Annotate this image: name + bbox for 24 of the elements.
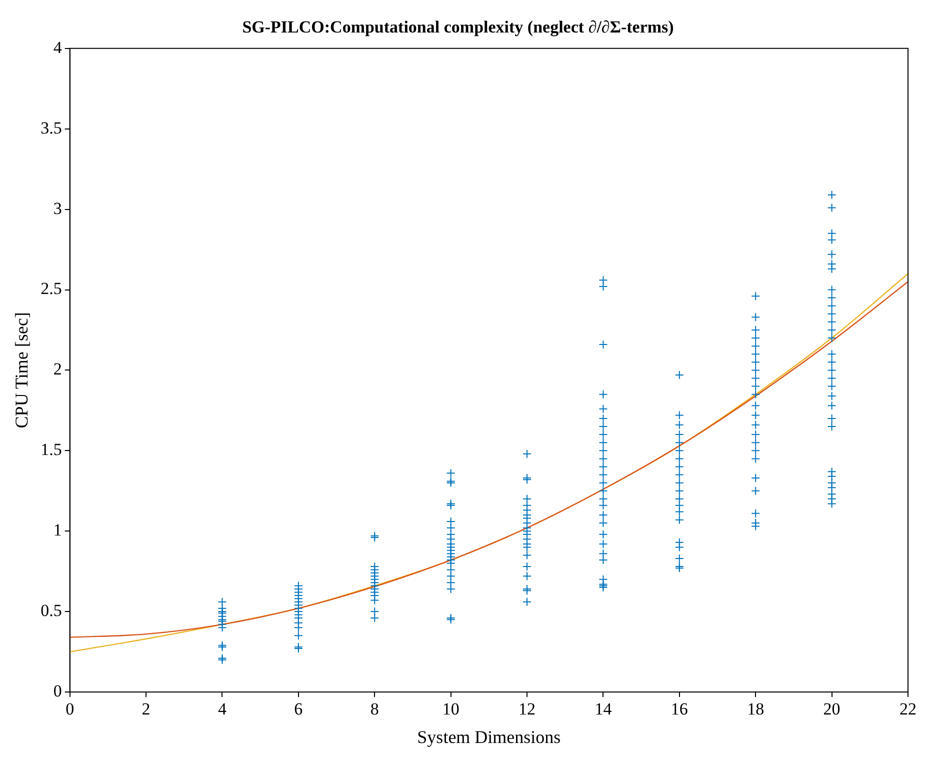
y-axis-title: CPU Time [sec]: [12, 312, 32, 428]
y-tick-label: 0: [53, 681, 62, 700]
x-tick-label: 12: [518, 700, 536, 719]
y-tick-label: 1.5: [40, 440, 62, 460]
x-tick-label: 0: [66, 700, 74, 719]
x-tick-label: 22: [900, 700, 916, 719]
y-tick-label: 4: [53, 38, 62, 57]
x-tick-label: 10: [442, 700, 460, 719]
x-tick-label: 8: [370, 700, 379, 719]
y-tick-label: 2.5: [40, 279, 62, 298]
x-tick-label: 18: [747, 700, 764, 719]
chart-title: SG-PILCO:Computational complexity (neglect ∂/∂Σ-terms): [242, 18, 674, 37]
x-tick-label: 16: [670, 700, 688, 719]
y-tick-label: 0.5: [40, 601, 62, 620]
y-tick-label: 1: [53, 520, 62, 540]
x-tick-label: 2: [142, 700, 150, 719]
x-tick-label: 20: [823, 700, 840, 719]
y-tick-label: 3.5: [40, 118, 62, 138]
x-tick-label: 6: [294, 700, 303, 719]
x-axis-title: System Dimensions: [417, 726, 561, 747]
x-tick-label: 14: [594, 700, 612, 719]
y-tick-label: 2: [53, 360, 62, 379]
x-tick-label: 4: [218, 700, 227, 719]
y-tick-label: 3: [53, 198, 62, 218]
